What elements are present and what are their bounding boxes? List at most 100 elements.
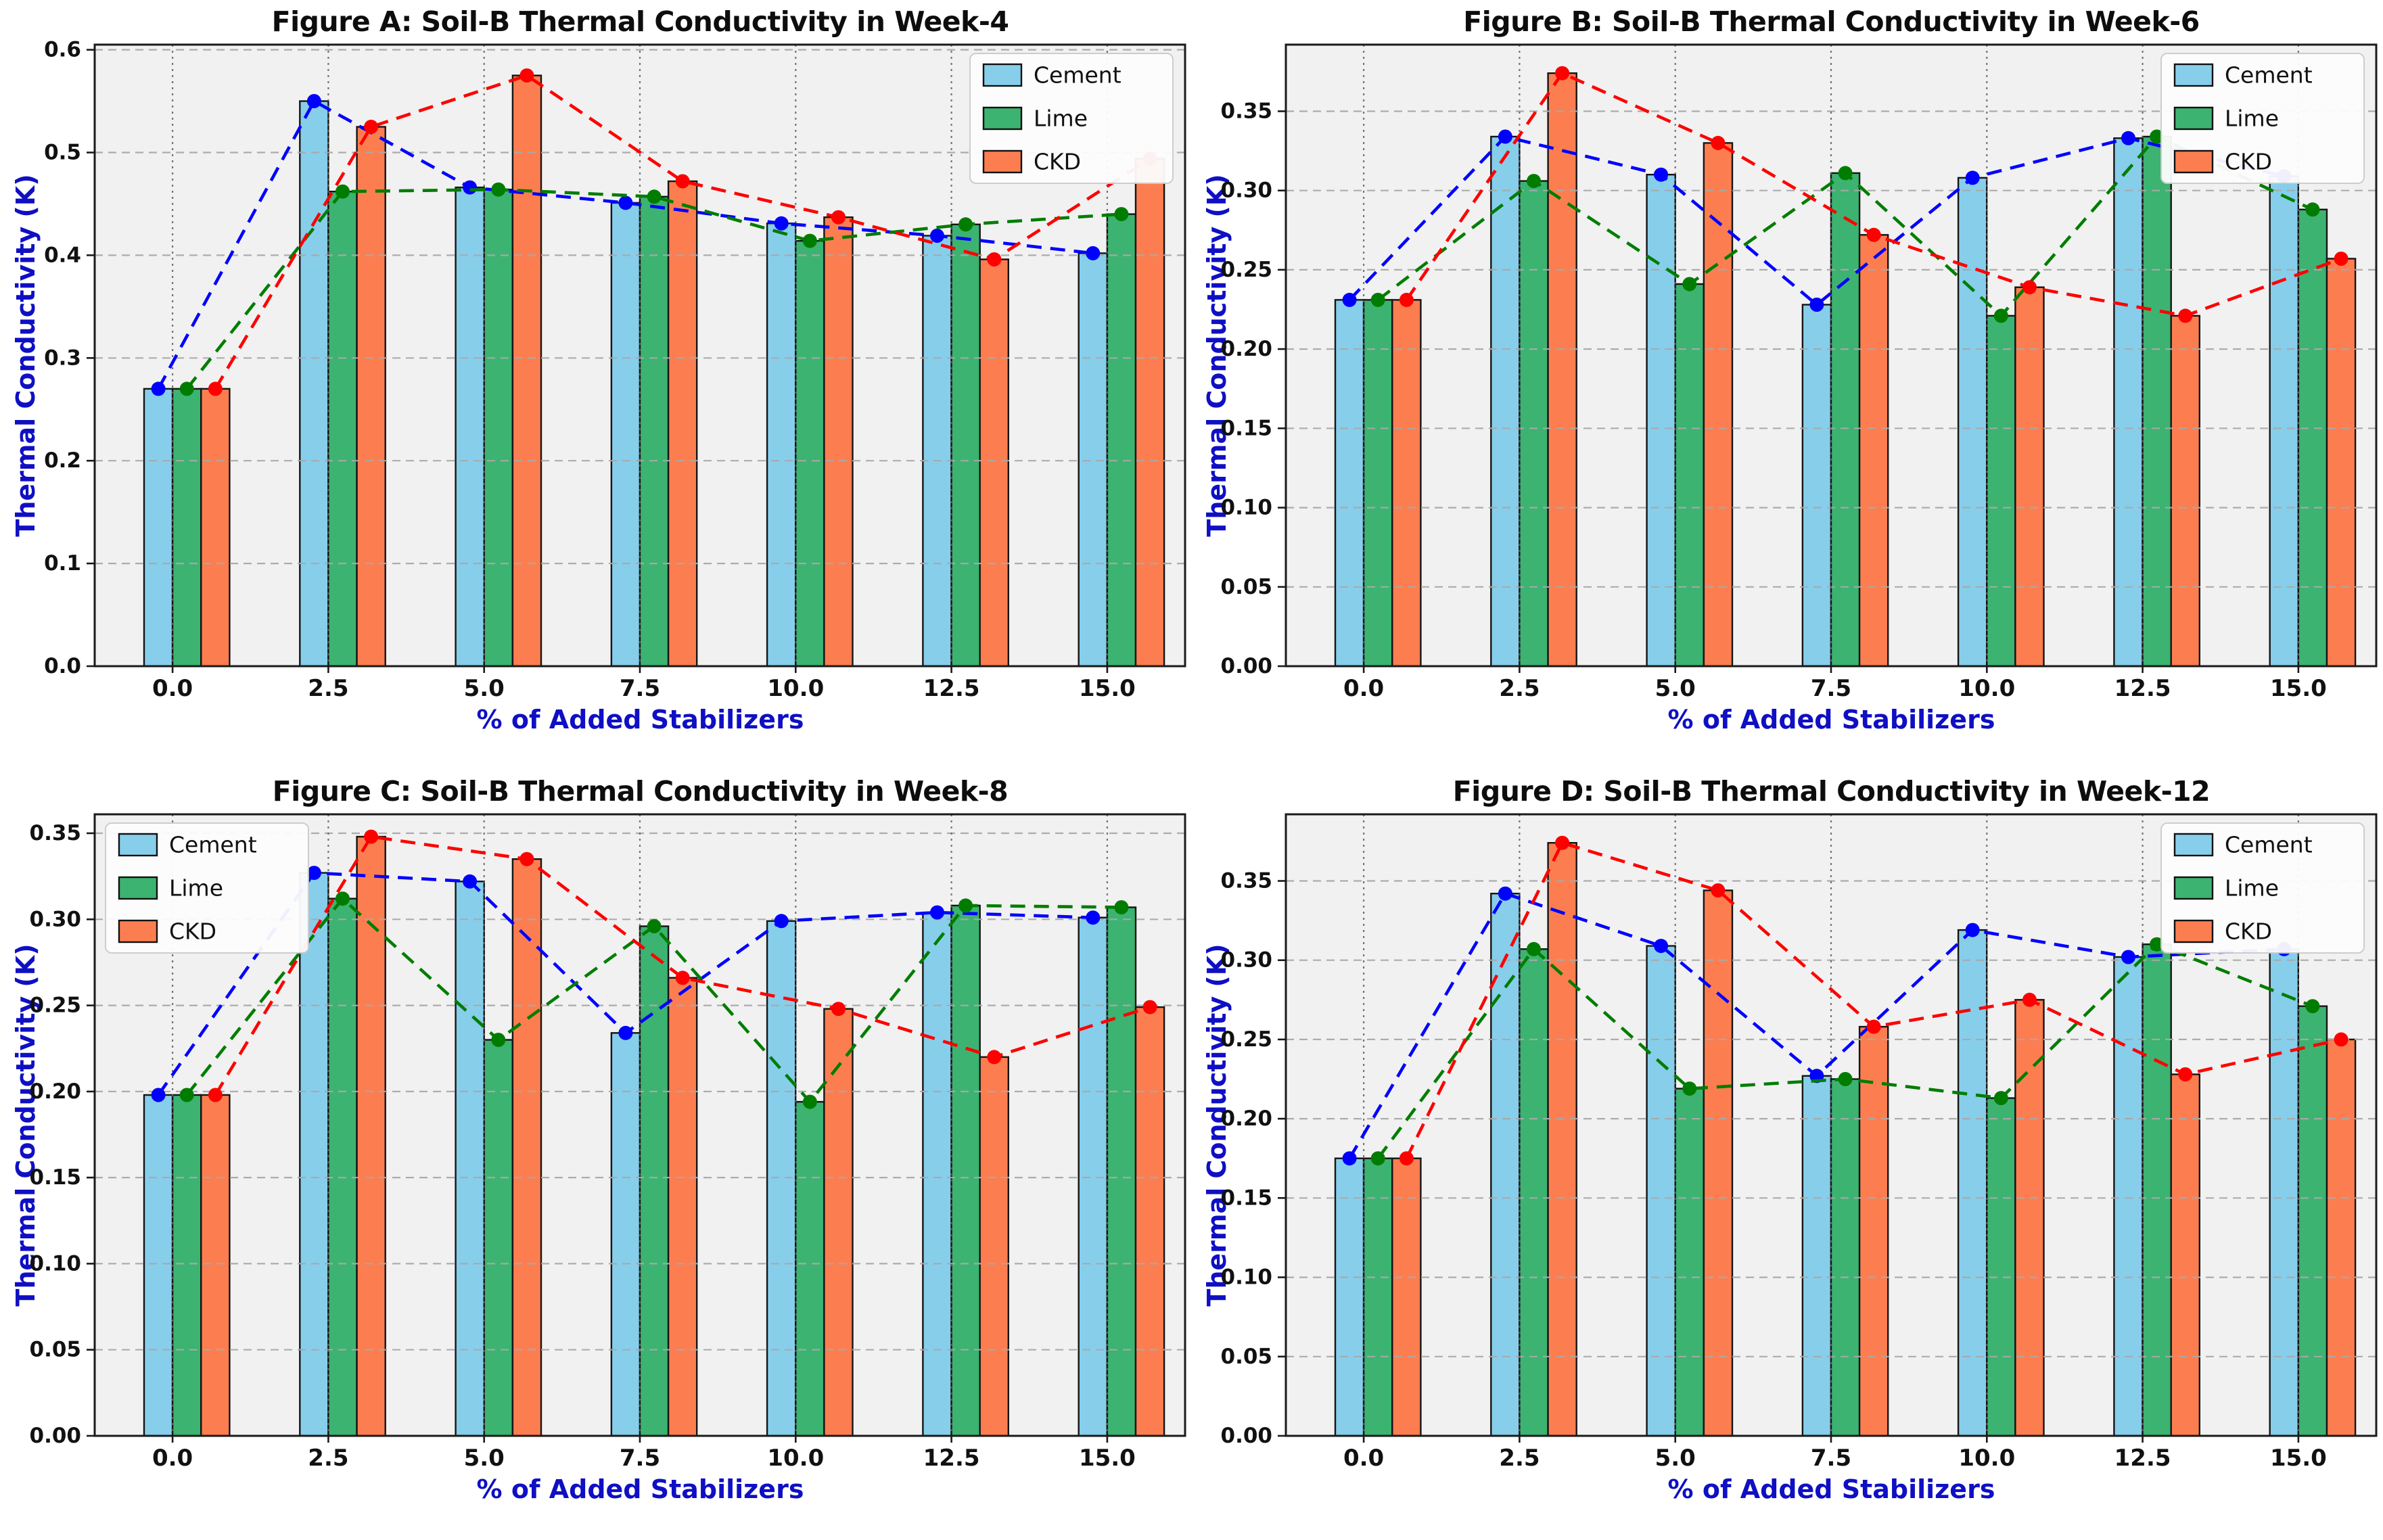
bar-cement-12.5 [2113, 956, 2144, 1437]
bar-ckd-5.0 [511, 74, 542, 668]
marker-ckd-10.0 [2022, 280, 2037, 295]
bar-cement-10.0 [1957, 929, 1988, 1437]
marker-cement-2.5 [306, 94, 321, 108]
y-tick-label: 0.2 [44, 448, 81, 473]
chart-title: Figure B: Soil-B Thermal Conductivity in… [1463, 5, 2200, 38]
bar-ckd-15.0 [2326, 258, 2357, 668]
marker-lime-10.0 [1993, 1091, 2008, 1106]
x-tick-label: 7.5 [620, 675, 660, 702]
legend-swatch-lime [2173, 106, 2214, 131]
bar-lime-0.0 [1362, 299, 1393, 668]
bar-ckd-5.0 [1703, 889, 1734, 1437]
gridlines [95, 45, 1185, 668]
legend-label-ckd: CKD [1034, 149, 1081, 175]
bar-ckd-0.0 [200, 388, 231, 668]
bar-lime-10.0 [1986, 1097, 2016, 1437]
legend-label-ckd: CKD [2225, 918, 2272, 945]
marker-lime-10.0 [1993, 308, 2008, 323]
marker-ckd-7.5 [675, 971, 690, 985]
y-axis: 0.0 0.1 0.2 0.3 0.4 0.5 0.6 [44, 38, 95, 678]
bar-lime-7.5 [639, 195, 670, 668]
marker-lime-2.5 [1527, 941, 1541, 956]
marker-lime-0.0 [1370, 292, 1385, 307]
y-tick-label: 0.30 [1221, 948, 1273, 973]
y-tick-label: 0.35 [30, 821, 82, 845]
marker-lime-5.0 [1682, 1081, 1697, 1096]
marker-ckd-10.0 [831, 1002, 846, 1017]
bar-ckd-2.5 [356, 126, 386, 668]
bar-ckd-10.0 [823, 1008, 854, 1437]
bar-lime-10.0 [1986, 314, 2016, 668]
marker-lime-15.0 [2305, 202, 2320, 217]
x-tick-label: 7.5 [1811, 1445, 1851, 1472]
marker-lime-7.5 [1838, 1072, 1853, 1086]
marker-ckd-2.5 [1555, 835, 1570, 850]
marker-lime-15.0 [1114, 900, 1129, 914]
bar-lime-5.0 [1674, 283, 1705, 668]
bar-cement-0.0 [143, 388, 174, 668]
x-tick-label: 0.0 [1343, 1445, 1384, 1472]
x-tick-label: 15.0 [2270, 675, 2327, 702]
x-tick-label: 12.5 [923, 675, 980, 702]
marker-lime-5.0 [491, 1033, 506, 1047]
bar-cement-7.5 [1801, 304, 1832, 668]
marker-lime-5.0 [1682, 277, 1697, 291]
marker-cement-12.5 [930, 229, 944, 243]
y-tick-label: 0.00 [1221, 1424, 1273, 1448]
legend-swatch-ckd [118, 919, 158, 943]
bar-lime-2.5 [327, 897, 358, 1437]
bar-cement-7.5 [610, 1032, 641, 1437]
marker-cement-5.0 [463, 874, 478, 889]
marker-lime-7.5 [1838, 166, 1853, 181]
marker-lime-15.0 [1114, 207, 1129, 222]
legend-label-lime: Lime [1034, 106, 1088, 132]
y-tick-label: 0.25 [1221, 258, 1273, 282]
y-tick-label: 0.3 [44, 346, 81, 370]
x-tick-label: 5.0 [1655, 675, 1696, 702]
marker-ckd-0.0 [1399, 1151, 1414, 1166]
bar-cement-10.0 [766, 223, 797, 668]
bar-cement-2.5 [1490, 135, 1521, 668]
y-tick-label: 0.30 [30, 907, 82, 931]
bar-cement-7.5 [1801, 1075, 1832, 1437]
bar-cement-15.0 [2269, 175, 2299, 668]
marker-ckd-7.5 [1866, 1019, 1881, 1034]
bar-ckd-7.5 [667, 977, 698, 1437]
x-tick-label: 5.0 [464, 675, 505, 702]
bar-ckd-0.0 [1391, 299, 1422, 668]
marker-cement-2.5 [306, 866, 321, 881]
marker-ckd-12.5 [987, 1050, 1002, 1065]
x-axis: 0.0 2.5 5.0 7.5 10.0 12.5 15.0 [152, 666, 1136, 702]
marker-lime-12.5 [2150, 129, 2165, 144]
y-tick-label: 0.0 [44, 654, 81, 678]
bar-lime-2.5 [1519, 948, 1549, 1437]
bar-ckd-12.5 [2170, 1073, 2200, 1437]
bar-lime-7.5 [1830, 172, 1861, 668]
bar-ckd-0.0 [200, 1094, 231, 1437]
y-tick-label: 0.10 [1221, 496, 1273, 520]
marker-ckd-5.0 [519, 68, 534, 83]
legend-swatch-ckd [982, 149, 1023, 174]
bar-cement-10.0 [1957, 177, 1988, 668]
x-tick-label: 0.0 [152, 1445, 193, 1472]
y-tick-label: 0.05 [1221, 575, 1273, 599]
legend-swatch-cement [118, 833, 158, 857]
figure-c-panel: Figure C: Soil-B Thermal Conductivity in… [0, 770, 1191, 1539]
y-tick-label: 0.4 [44, 243, 81, 267]
bar-cement-15.0 [1078, 252, 1108, 668]
x-tick-label: 5.0 [1655, 1445, 1696, 1472]
legend: Cement Lime CKD [2160, 53, 2365, 184]
x-axis: 0.0 2.5 5.0 7.5 10.0 12.5 15.0 [1343, 666, 2327, 702]
bar-lime-15.0 [1106, 213, 1137, 668]
y-tick-label: 0.30 [1221, 179, 1273, 203]
bar-ckd-12.5 [979, 1056, 1009, 1437]
x-tick-label: 0.0 [152, 675, 193, 702]
bar-ckd-15.0 [1134, 158, 1165, 668]
plot-canvas: 0.00 0.05 0.10 0.15 0.20 0.25 0.30 0.35 0.0 2.5 5.… [30, 813, 1186, 1472]
marker-cement-0.0 [1342, 1151, 1357, 1166]
bar-lime-15.0 [1106, 906, 1137, 1437]
figure-a-panel: Figure A: Soil-B Thermal Conductivity in… [0, 0, 1191, 770]
marker-ckd-12.5 [2178, 308, 2193, 323]
legend-swatch-lime [118, 876, 158, 900]
